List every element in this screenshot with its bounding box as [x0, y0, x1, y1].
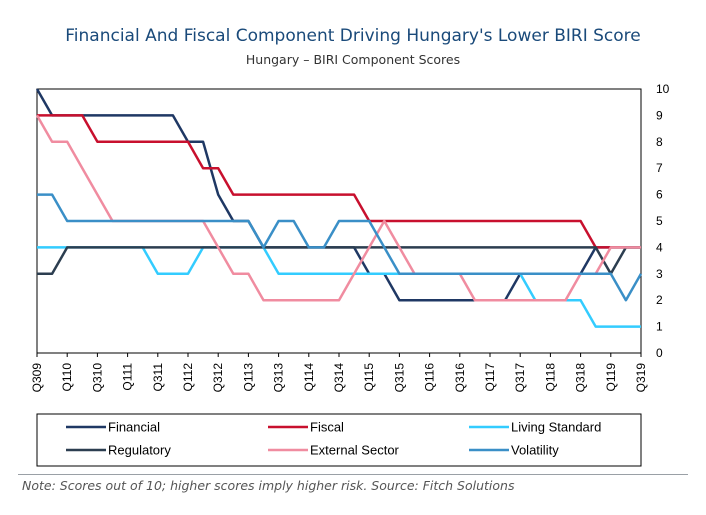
x-tick-label: Q114 [302, 363, 316, 392]
y-tick-label: 7 [656, 161, 663, 175]
legend-item: External Sector [268, 443, 400, 458]
x-tick-label: Q111 [121, 363, 135, 391]
series-line-regulatory [37, 246, 641, 276]
source-note: Note: Scores out of 10; higher scores im… [22, 478, 515, 493]
series-lines [35, 88, 643, 328]
legend-label: Regulatory [108, 443, 171, 458]
legend-item: Living Standard [469, 420, 601, 435]
series-line-living-standard [37, 246, 641, 328]
y-tick-label: 6 [656, 188, 663, 202]
x-tick-label: Q117 [483, 363, 497, 392]
legend-label: Living Standard [511, 420, 601, 435]
x-tick-label: Q314 [332, 363, 346, 393]
legend-label: External Sector [310, 443, 400, 458]
legend-item: Fiscal [268, 420, 344, 435]
y-tick-label: 8 [656, 135, 663, 149]
y-tick-label: 3 [656, 267, 663, 281]
chart-title: Financial And Fiscal Component Driving H… [65, 26, 641, 46]
legend-item: Regulatory [66, 443, 171, 458]
x-tick-label: Q113 [241, 363, 255, 392]
source-divider [18, 474, 688, 475]
legend-item: Financial [66, 420, 160, 435]
x-tick-label: Q310 [90, 363, 104, 393]
x-tick-label: Q309 [30, 363, 44, 393]
x-tick-label: Q115 [362, 363, 376, 392]
legend-label: Financial [108, 420, 160, 435]
y-tick-label: 9 [656, 108, 663, 122]
chart-subtitle: Hungary – BIRI Component Scores [245, 52, 461, 67]
x-tick-label: Q311 [151, 363, 165, 392]
x-tick-label: Q112 [181, 363, 195, 392]
x-tick-label: Q116 [423, 363, 437, 392]
x-tick-label: Q312 [211, 363, 225, 393]
series-line-volatility [37, 193, 643, 302]
x-tick-label: Q318 [574, 363, 588, 393]
y-tick-label: 1 [656, 320, 663, 334]
y-tick-label: 0 [656, 346, 663, 360]
legend-frame [36, 413, 642, 467]
series-line-external-sector [35, 114, 641, 302]
x-tick-label: Q118 [543, 363, 557, 392]
y-axis: 0 1 2 3 4 5 6 7 8 9 10 [656, 82, 670, 360]
legend-label: Volatility [511, 443, 559, 458]
legend-item: Volatility [469, 443, 559, 458]
legend: Financial Fiscal Living Standard Regulatory… [66, 420, 601, 458]
x-tick-label: Q316 [453, 363, 467, 393]
x-tick-label: Q119 [604, 363, 618, 392]
series-line-fiscal [37, 114, 641, 249]
x-tick-label: Q110 [60, 363, 74, 392]
x-tick-label: Q317 [513, 363, 527, 393]
x-tick-label: Q319 [634, 363, 648, 393]
x-tick-label: Q313 [272, 363, 286, 393]
x-axis: Q309 Q110 Q310 Q111 Q311 Q112 Q312 Q113 Q313 Q114… [30, 353, 648, 392]
x-tick-label: Q315 [392, 363, 406, 393]
y-tick-label: 10 [656, 82, 670, 96]
y-tick-label: 4 [656, 240, 663, 254]
y-tick-label: 2 [656, 293, 663, 307]
legend-label: Fiscal [310, 420, 344, 435]
y-tick-label: 5 [656, 214, 663, 228]
